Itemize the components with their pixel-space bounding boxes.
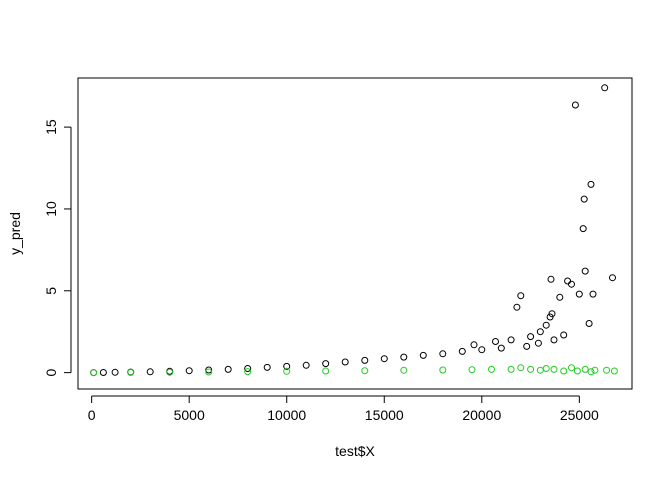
data-point (513, 303, 521, 311)
data-point (571, 101, 579, 109)
data-point (587, 180, 595, 188)
data-point (580, 195, 588, 203)
data-point (536, 328, 544, 336)
data-point (517, 292, 525, 300)
data-point (587, 368, 595, 376)
data-point (591, 366, 599, 374)
x-tick-label: 5000 (174, 407, 205, 423)
data-point (244, 365, 252, 372)
data-point (322, 360, 330, 368)
data-point (341, 358, 349, 366)
y-tick-label: 10 (43, 201, 59, 217)
data-point (523, 342, 531, 350)
data-point (468, 366, 476, 374)
data-point (550, 336, 558, 344)
data-point (361, 367, 369, 375)
data-point (507, 336, 515, 344)
data-point (579, 225, 587, 233)
plot-marks (90, 84, 618, 377)
data-point (560, 331, 568, 339)
y-tick-label: 5 (43, 287, 59, 295)
x-axis-label: test$X (335, 443, 375, 459)
data-point (419, 351, 427, 359)
data-point (547, 275, 555, 283)
data-point (585, 320, 593, 327)
data-point (283, 362, 291, 370)
data-point (581, 365, 589, 373)
data-point (458, 347, 466, 355)
data-point (581, 267, 589, 275)
x-tick-label: 0 (88, 407, 96, 423)
data-point (380, 355, 388, 363)
data-point (609, 274, 616, 282)
x-tick-label: 10000 (267, 407, 306, 423)
y-axis-label: y_pred (7, 212, 23, 255)
data-point (560, 367, 568, 375)
data-point (536, 366, 544, 374)
data-point (568, 364, 575, 372)
data-point (610, 367, 618, 375)
data-point (90, 369, 98, 377)
data-point (575, 290, 583, 298)
data-point (603, 366, 611, 374)
data-point (99, 369, 107, 376)
data-point (166, 368, 174, 376)
data-point (302, 361, 310, 369)
data-point (185, 367, 193, 375)
x-tick-label: 25000 (560, 407, 599, 423)
data-point (548, 310, 556, 318)
data-point (568, 280, 575, 288)
data-point (550, 365, 558, 373)
y-axis: 0 5 10 15 (43, 119, 72, 377)
data-point (283, 367, 291, 375)
data-point (205, 366, 213, 374)
data-point (573, 367, 581, 375)
y-tick-label: 15 (43, 119, 59, 135)
data-point (322, 367, 330, 375)
x-axis: 0 5000 10000 15000 20000 25000 (88, 395, 599, 423)
x-tick-label: 20000 (462, 407, 501, 423)
data-point (111, 368, 119, 376)
data-point (478, 346, 486, 354)
data-point (400, 366, 408, 374)
plot-border (77, 77, 633, 390)
data-point (527, 365, 535, 373)
data-point (205, 368, 213, 376)
data-point (439, 350, 447, 358)
data-point (470, 341, 478, 349)
data-point (517, 364, 525, 372)
data-point (564, 277, 572, 285)
data-point (263, 363, 271, 371)
data-point (542, 365, 550, 372)
data-point (244, 368, 252, 376)
data-point (224, 365, 232, 373)
data-point (127, 369, 135, 376)
data-point (497, 344, 505, 352)
data-point (589, 290, 597, 298)
data-point (534, 339, 542, 347)
data-point (556, 293, 564, 301)
data-point (488, 365, 495, 373)
data-point (542, 321, 550, 329)
data-point (507, 365, 515, 373)
y-tick-label: 0 (43, 369, 59, 377)
data-point (146, 368, 154, 376)
data-point (492, 338, 499, 345)
data-point (400, 353, 408, 361)
data-point (601, 84, 609, 92)
x-tick-label: 15000 (365, 407, 404, 423)
data-point (439, 366, 447, 374)
data-point (527, 333, 535, 341)
data-point (361, 356, 369, 364)
